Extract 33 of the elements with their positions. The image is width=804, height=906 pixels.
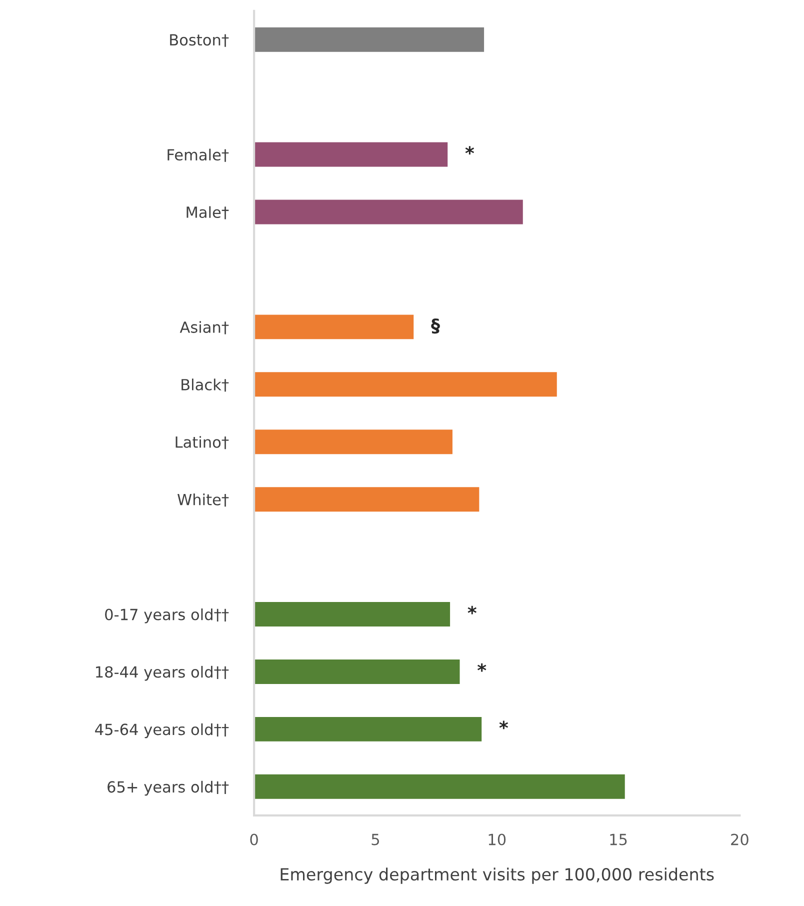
bar (254, 370, 558, 398)
y-tick-label: Boston† (170, 34, 229, 47)
y-tick-label: Female† (168, 148, 229, 162)
bar (254, 428, 454, 456)
bar (254, 140, 450, 168)
bar (254, 600, 452, 628)
bar (254, 198, 524, 226)
bar (254, 716, 483, 743)
annotation: * (468, 606, 476, 614)
annotation: * (465, 146, 474, 155)
y-tick-label: 65+ years old†† (108, 780, 229, 796)
x-tick-label: 20 (731, 834, 748, 846)
y-tick-label: Asian† (180, 321, 229, 334)
y-tick-label: 18-44 years old†† (96, 666, 229, 681)
bar (254, 313, 416, 341)
annotation: * (499, 720, 508, 730)
annotation: * (477, 663, 486, 672)
y-tick-label: 45-64 years old†† (95, 723, 229, 738)
x-tick-label: 15 (610, 834, 627, 846)
x-axis-title: Emergency department visits per 100,000 residents (280, 868, 714, 884)
x-tick-label: 10 (488, 834, 506, 846)
x-tick-label: 5 (372, 834, 379, 846)
annotation: § (431, 318, 440, 334)
y-tick-label: 0-17 years old†† (105, 608, 229, 624)
bar (254, 773, 626, 800)
y-tick-label: Male† (186, 206, 229, 220)
y-tick-label: Latino† (176, 436, 229, 450)
x-tick-label: 0 (250, 834, 258, 846)
bar (254, 658, 462, 686)
bar (254, 486, 481, 513)
bar (254, 26, 486, 54)
y-tick-label: Black† (182, 378, 229, 392)
y-tick-label: White† (178, 494, 229, 507)
